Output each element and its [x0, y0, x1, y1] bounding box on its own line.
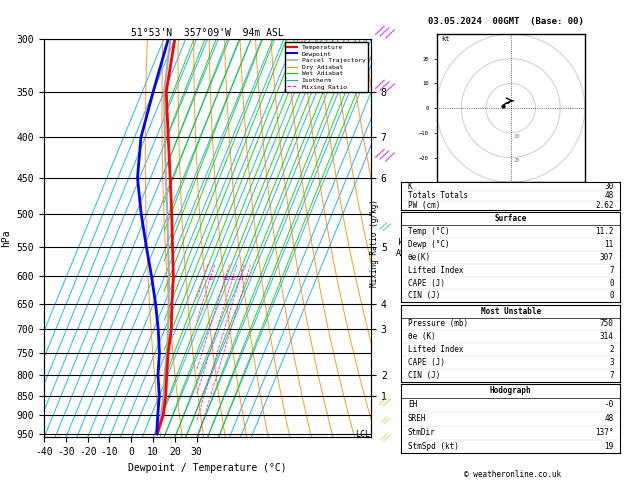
Text: 307: 307 — [600, 253, 614, 262]
Text: LCL: LCL — [355, 430, 370, 439]
Text: Dewp (°C): Dewp (°C) — [408, 240, 450, 249]
Text: 3: 3 — [609, 358, 614, 367]
Text: Most Unstable: Most Unstable — [481, 307, 541, 315]
Text: ╱╱: ╱╱ — [379, 395, 391, 407]
Text: ╱╱╱: ╱╱╱ — [375, 23, 395, 40]
Y-axis label: km
ASL: km ASL — [396, 238, 411, 258]
Text: PW (cm): PW (cm) — [408, 201, 440, 210]
Legend: Temperature, Dewpoint, Parcel Trajectory, Dry Adiabat, Wet Adiabat, Isotherm, Mi: Temperature, Dewpoint, Parcel Trajectory… — [285, 42, 368, 92]
X-axis label: Dewpoint / Temperature (°C): Dewpoint / Temperature (°C) — [128, 463, 287, 473]
Text: StmDir: StmDir — [408, 428, 436, 437]
Text: Hodograph: Hodograph — [490, 386, 532, 396]
Text: 03.05.2024  00GMT  (Base: 00): 03.05.2024 00GMT (Base: 00) — [428, 17, 584, 26]
Text: Pressure (mb): Pressure (mb) — [408, 319, 468, 329]
Text: 11: 11 — [604, 240, 614, 249]
Text: 11.2: 11.2 — [595, 227, 614, 236]
Text: 314: 314 — [600, 332, 614, 341]
Text: 750: 750 — [600, 319, 614, 329]
Text: Totals Totals: Totals Totals — [408, 191, 468, 200]
Text: Lifted Index: Lifted Index — [408, 345, 464, 354]
Text: 0: 0 — [609, 278, 614, 288]
Text: 7: 7 — [609, 371, 614, 380]
Text: 2.62: 2.62 — [595, 201, 614, 210]
Text: ╱╱: ╱╱ — [379, 432, 391, 443]
Text: 10: 10 — [513, 134, 520, 139]
Text: Surface: Surface — [494, 214, 527, 223]
Text: 16: 16 — [223, 277, 229, 281]
Text: 2: 2 — [609, 345, 614, 354]
Text: ╱╱: ╱╱ — [379, 220, 391, 232]
Text: CIN (J): CIN (J) — [408, 371, 440, 380]
Y-axis label: hPa: hPa — [1, 229, 11, 247]
Text: 7: 7 — [609, 266, 614, 275]
Text: © weatheronline.co.uk: © weatheronline.co.uk — [464, 469, 561, 479]
Text: Mixing Ratio (g/kg): Mixing Ratio (g/kg) — [370, 199, 379, 287]
Text: 30: 30 — [513, 183, 520, 188]
Text: K: K — [408, 182, 413, 191]
Text: 19: 19 — [604, 442, 614, 451]
Text: 48: 48 — [604, 191, 614, 200]
Text: Temp (°C): Temp (°C) — [408, 227, 450, 236]
Text: -0: -0 — [604, 400, 614, 409]
Text: ╱╱╱: ╱╱╱ — [375, 76, 395, 94]
Title: 51°53'N  357°09'W  94m ASL: 51°53'N 357°09'W 94m ASL — [131, 28, 284, 38]
Text: 137°: 137° — [595, 428, 614, 437]
Text: 30: 30 — [604, 182, 614, 191]
Text: ╱╱╱: ╱╱╱ — [375, 145, 395, 163]
Text: 20: 20 — [513, 158, 520, 163]
Text: SREH: SREH — [408, 414, 426, 423]
Text: 0: 0 — [609, 292, 614, 300]
Text: EH: EH — [408, 400, 417, 409]
Text: θe (K): θe (K) — [408, 332, 436, 341]
Text: kt: kt — [442, 36, 450, 42]
Text: CAPE (J): CAPE (J) — [408, 358, 445, 367]
Text: 10: 10 — [208, 277, 214, 281]
Text: CIN (J): CIN (J) — [408, 292, 440, 300]
Text: Lifted Index: Lifted Index — [408, 266, 464, 275]
Text: ╱╱: ╱╱ — [379, 415, 391, 426]
Text: 25: 25 — [237, 277, 244, 281]
Text: 48: 48 — [604, 414, 614, 423]
Text: 20: 20 — [230, 277, 237, 281]
Text: CAPE (J): CAPE (J) — [408, 278, 445, 288]
Text: StmSpd (kt): StmSpd (kt) — [408, 442, 459, 451]
Text: θe(K): θe(K) — [408, 253, 431, 262]
